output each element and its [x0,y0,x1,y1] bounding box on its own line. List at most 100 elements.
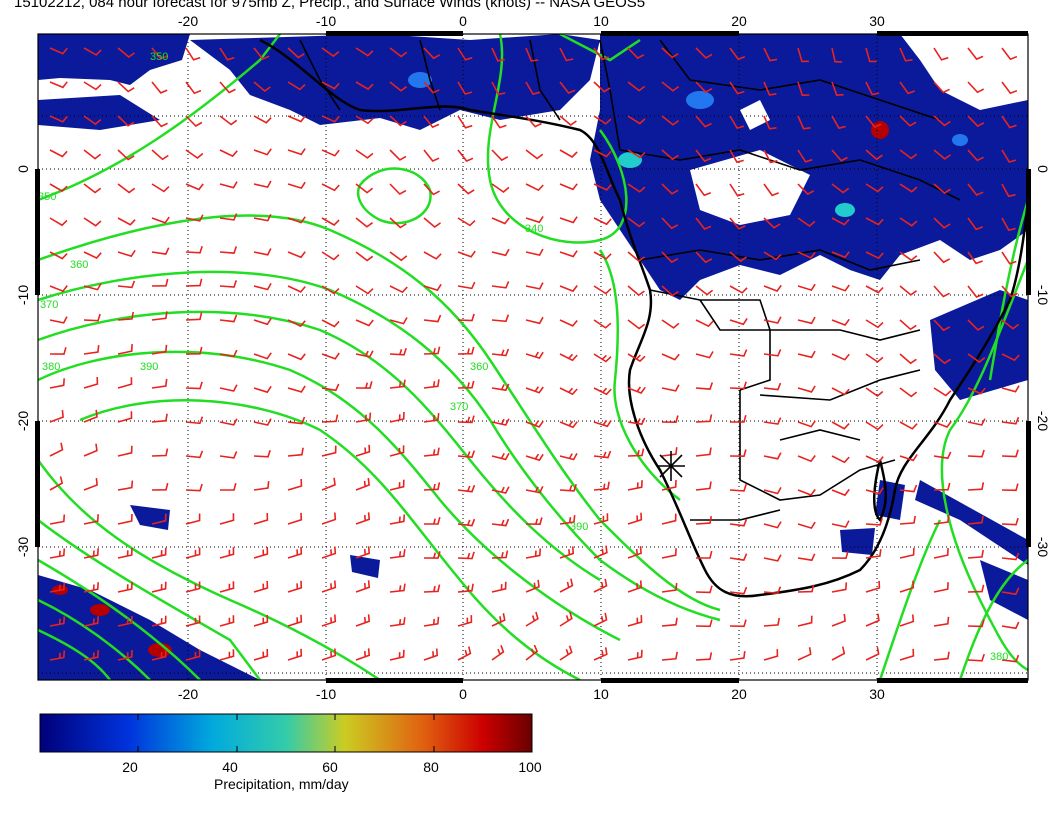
wind-barb [899,648,915,661]
wind-barb [491,47,505,62]
wind-barb [933,616,950,627]
wind-barb [287,81,306,91]
wind-barb [389,583,406,593]
wind-barb [423,149,440,162]
wind-barb [899,319,917,331]
wind-barb [525,611,539,627]
wind-barb [593,47,609,61]
wind-barb [899,614,915,627]
wind-barb [355,81,374,91]
wind-barb [185,149,204,160]
wind-barb [661,582,678,593]
lon-tick-label: 10 [593,686,609,702]
wind-barb [321,251,340,261]
wind-barb [763,149,778,164]
wind-barb [287,319,306,328]
wind-barb [933,420,952,428]
wind-barb [899,47,913,62]
wind-barb [49,115,68,123]
wind-barb [287,614,303,627]
wind-barb [1001,587,1020,596]
wind-barb [525,215,544,224]
wind-barb [661,384,680,392]
wind-barb [321,512,337,525]
wind-barb [627,47,645,60]
contour-label-group: 350 360 370 380 390 370 360 350 340 390 … [38,51,1008,663]
wind-barb [457,380,475,389]
wind-barb [763,649,779,661]
wind-barb [899,285,917,296]
wind-barb [253,248,272,256]
contour-label: 370 [40,299,58,311]
lon-tick-label: 0 [459,686,467,702]
wind-barb [831,520,850,528]
wind-barb [967,251,983,265]
wind-barb [627,217,646,228]
wind-barb [695,516,713,525]
wind-barb [83,149,102,160]
precip-colorbar: 20 40 60 80 100 [39,713,542,775]
wind-barb [253,512,269,525]
wind-barb [83,313,101,322]
wind-barb [491,645,505,661]
wind-barb [219,181,238,189]
wind-barb [185,47,201,61]
wind-barb [220,482,237,491]
wind-barb [729,47,746,61]
wind-barb [933,149,951,160]
wind-barb [797,217,816,228]
contour-label: 380 [990,651,1008,663]
wind-barb [151,81,168,94]
wind-barb [491,281,510,289]
wind-barb [355,251,374,262]
wind-barb [287,648,303,661]
wind-barb [457,615,473,627]
wind-barb [865,487,884,495]
wind-barb [117,115,135,127]
wind-barb [423,584,441,593]
wind-barb [661,513,677,525]
wind-barb [423,447,440,457]
wind-barb [423,47,441,60]
wind-barb [49,514,66,525]
wind-barb [457,551,475,560]
wind-barb [797,615,813,627]
wind-barb [83,283,102,291]
wind-barb [321,383,340,392]
wind-barb [355,512,371,525]
wind-barb [219,314,238,323]
wind-barb [627,319,646,330]
wind-barb [729,149,744,164]
wind-barb [389,115,407,127]
wind-barb [559,250,578,258]
wind-barb [831,646,846,661]
wind-barb [695,550,713,559]
wind-barb [525,183,544,192]
wind-barb [695,351,714,359]
wind-barb [831,488,850,497]
wind-barb [865,613,880,627]
wind-barb [559,387,578,396]
wind-barb [1001,319,1020,330]
wind-barb [117,81,135,93]
wind-barb [593,115,612,125]
wind-barb [423,217,441,229]
wind-barb [695,481,712,491]
wind-barb [355,217,373,228]
wind-barb [151,378,168,389]
wind-barb [321,285,340,295]
wind-barb [695,115,712,128]
wind-barb [865,580,881,593]
wind-barb [49,410,64,423]
wind-barb [933,582,949,593]
wind-barb [933,548,949,559]
wind-barb [797,488,816,496]
colorbar-ticks [137,714,435,752]
wind-barb [933,319,951,332]
wind-barb [695,619,713,628]
wind-barb [151,615,167,627]
wind-barb [967,449,985,458]
wind-barb [967,584,985,593]
lon-ticks-bottom: -20 -10 0 10 20 30 [178,686,885,702]
wind-barb [525,485,544,494]
